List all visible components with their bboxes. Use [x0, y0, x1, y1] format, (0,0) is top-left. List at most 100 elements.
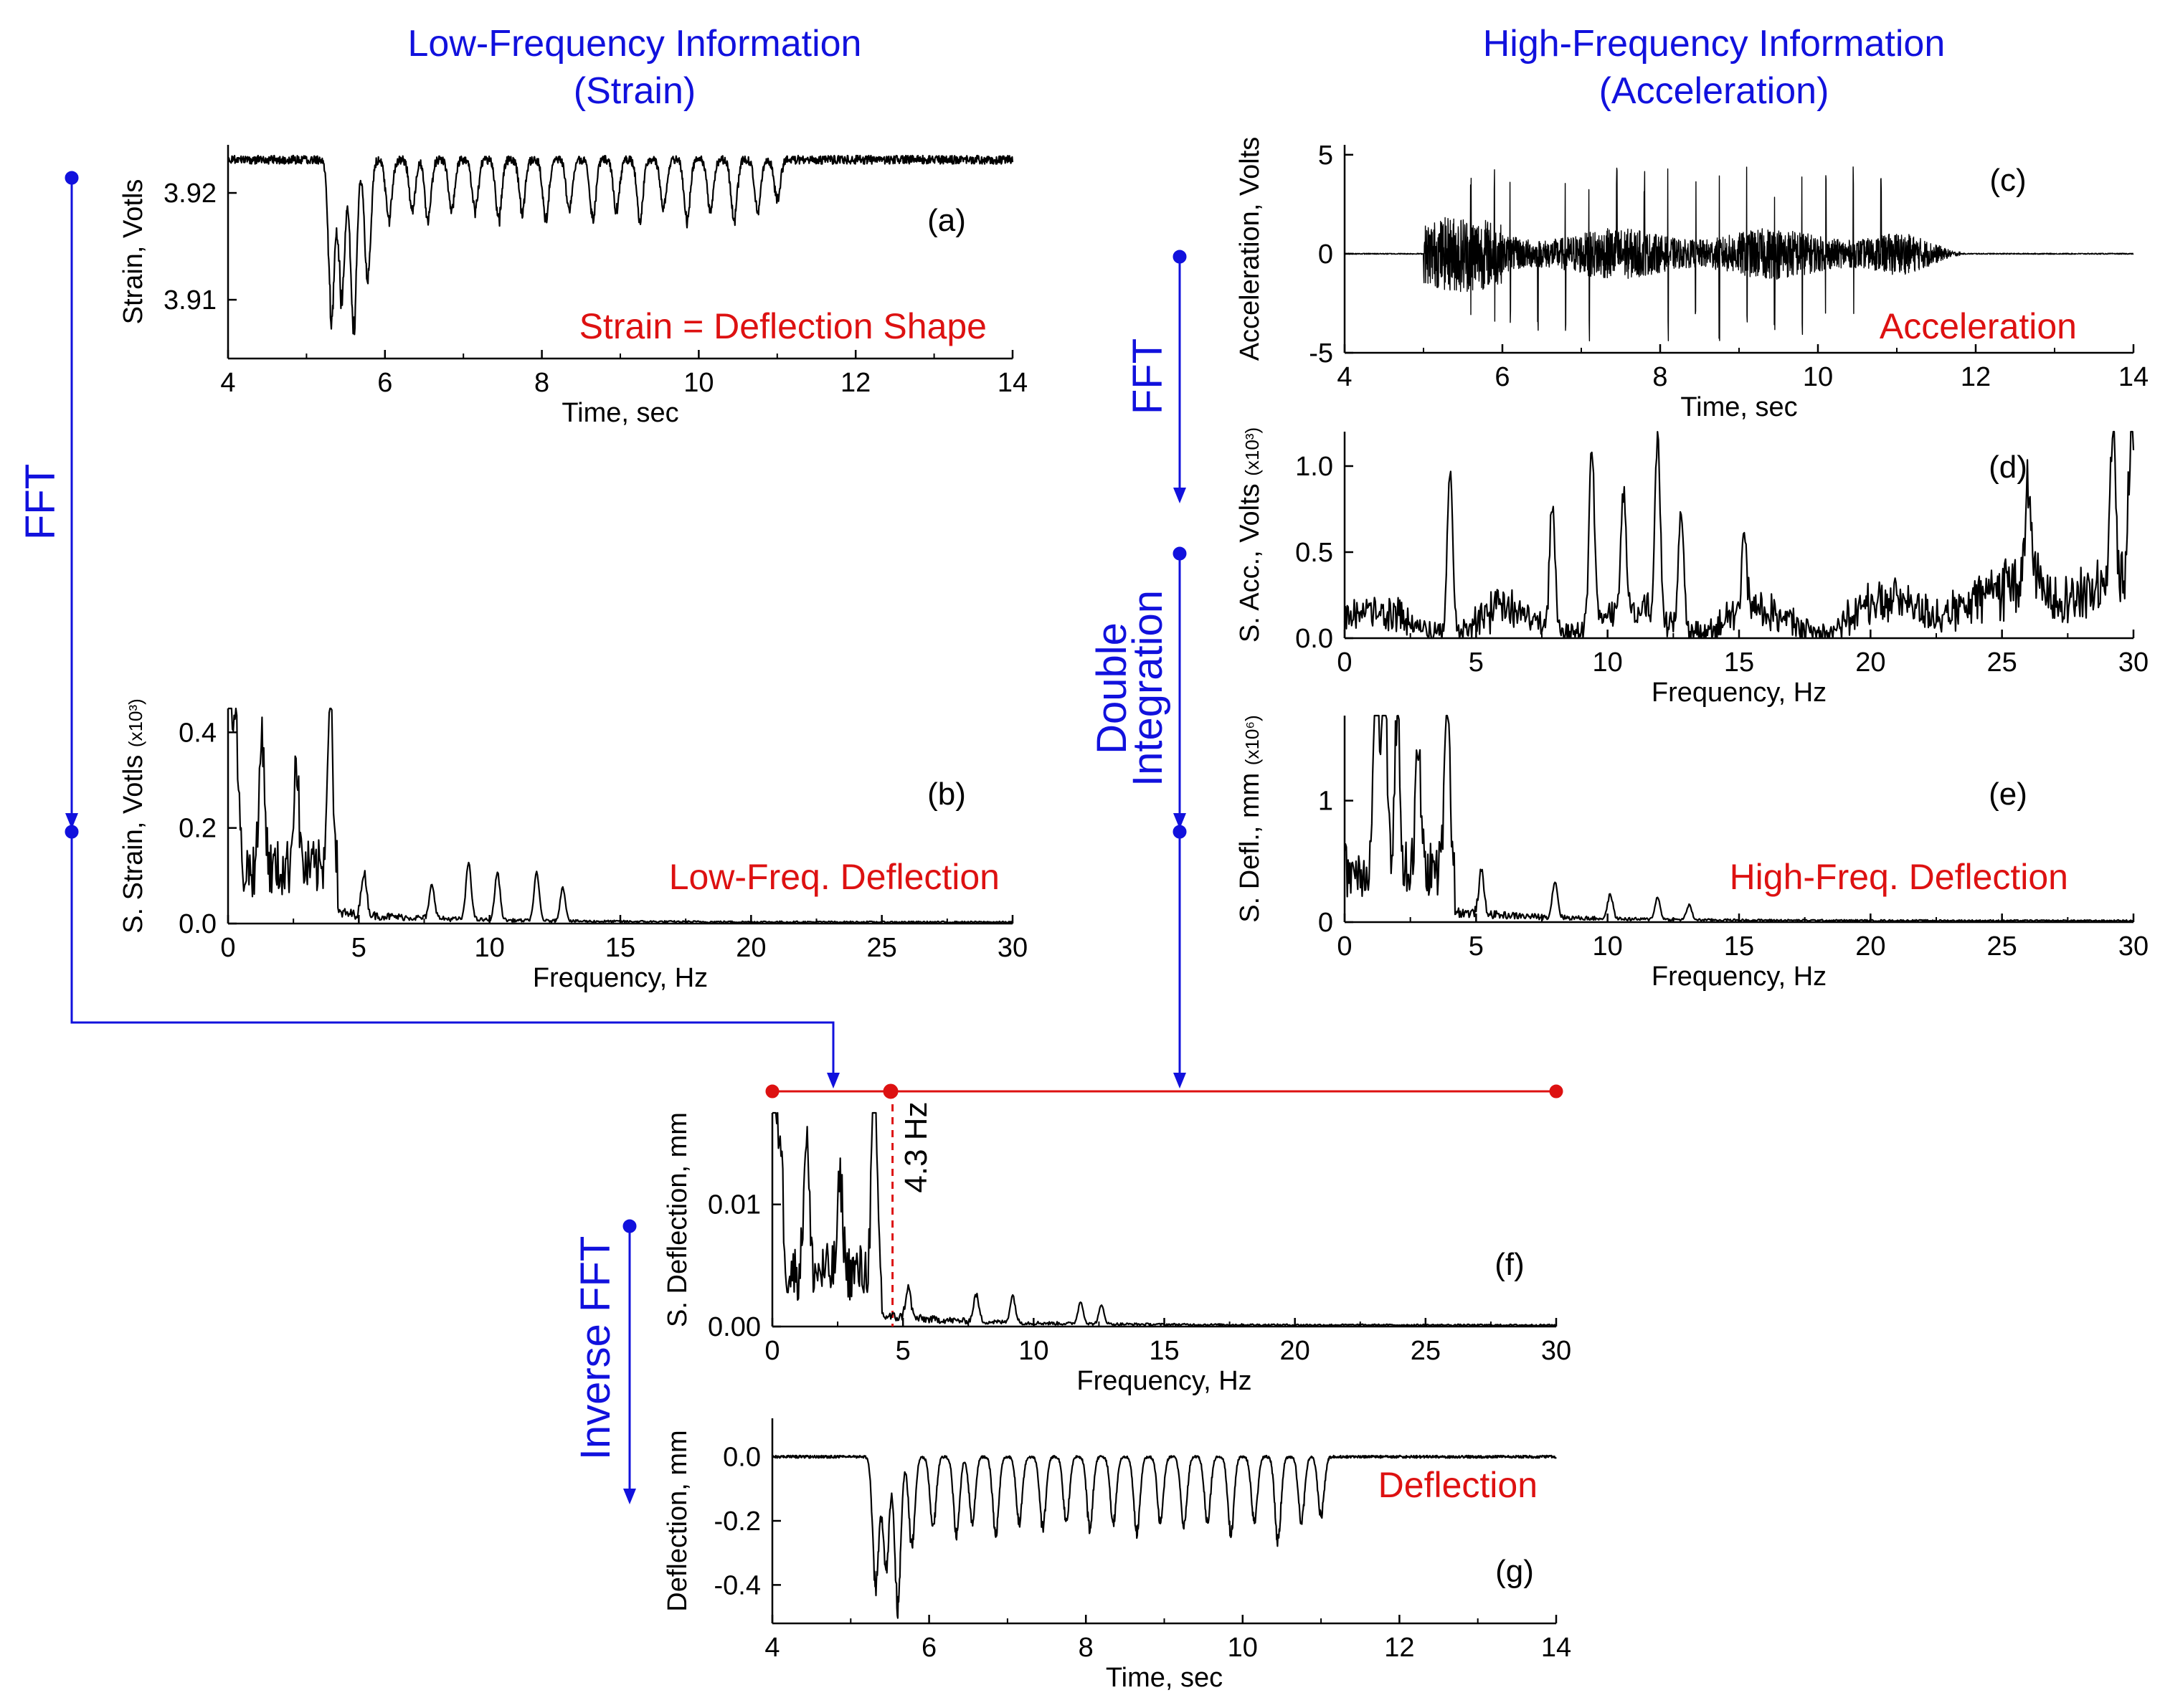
- x-tick-label: 5: [1469, 931, 1484, 962]
- x-tick-label: 12: [1384, 1633, 1414, 1663]
- x-tick-label: 6: [1495, 362, 1510, 392]
- x-tick-label: 4: [1337, 362, 1352, 392]
- fft-left-start-dot: [65, 171, 79, 185]
- panel-label-e: (e): [1989, 777, 2027, 812]
- panel-label-d: (d): [1989, 450, 2027, 485]
- x-axis-label: Frequency, Hz: [533, 963, 708, 993]
- x-tick-label: 5: [1469, 647, 1484, 678]
- y-tick-label: 0.0: [723, 1443, 761, 1473]
- y-tick-label: 0.0: [1295, 624, 1333, 654]
- inverse-fft-label: Inverse FFT: [572, 1236, 619, 1461]
- x-tick-label: 8: [1652, 362, 1667, 392]
- x-axis-label: Frequency, Hz: [1076, 1366, 1251, 1396]
- x-tick-label: 5: [896, 1336, 911, 1366]
- x-tick-label: 4: [764, 1633, 780, 1663]
- chart-b: 0 5 10 15 20 25 30 0.0 0.2 0.4 Frequency, Hz S. Str…: [118, 698, 1028, 993]
- x-tick-label: 30: [998, 933, 1028, 963]
- y-tick-label: 0.5: [1295, 538, 1333, 568]
- x-axis-label: Time, sec: [1106, 1663, 1223, 1693]
- x-axis-label: Frequency, Hz: [1652, 962, 1827, 992]
- chart-g: 4 6 8 10 12 14 -0.4 -0.2 0.0 Time, sec Deflection,…: [663, 1418, 1571, 1693]
- x-tick-label: 0: [1337, 931, 1352, 962]
- annotation-a: Strain = Deflection Shape: [579, 306, 987, 346]
- series-line-c: [1344, 166, 2134, 342]
- y-tick-label: 0.4: [179, 718, 217, 748]
- x-tick-label: 6: [922, 1633, 937, 1663]
- x-tick-label: 12: [1961, 362, 1991, 392]
- annotation-g: Deflection: [1378, 1465, 1538, 1505]
- y-axis-label: S. Deflection, mm: [663, 1112, 693, 1327]
- y-tick-label: 0.01: [708, 1190, 761, 1220]
- y-tick-label: -0.4: [714, 1570, 761, 1600]
- x-tick-label: 6: [377, 368, 392, 398]
- x-tick-label: 10: [1593, 647, 1623, 678]
- x-tick-label: 15: [605, 933, 635, 963]
- y-tick-label: 0.2: [179, 814, 217, 844]
- high-frequency-heading: High-Frequency Information: [1483, 23, 1946, 65]
- x-tick-label: 20: [1855, 931, 1885, 962]
- x-tick-label: 10: [1228, 1633, 1258, 1663]
- x-axis-label: Time, sec: [1680, 392, 1797, 422]
- chart-f: 0 5 10 15 20 25 30 0.00 0.01 Frequency, Hz S. Defl…: [663, 1091, 1571, 1396]
- panel-label-b: (b): [927, 777, 966, 812]
- x-tick-label: 10: [475, 933, 505, 963]
- y-tick-label: 0.0: [179, 909, 217, 939]
- series-line-a: [227, 154, 1014, 336]
- x-tick-label: 0: [220, 933, 235, 963]
- x-tick-label: 10: [683, 368, 714, 398]
- x-tick-label: 10: [1593, 931, 1623, 962]
- annotation-b: Low-Freq. Deflection: [669, 857, 1000, 897]
- chart-d: 0 5 10 15 20 25 30 0.0 0.5 1.0 Frequency, Hz S. Acc…: [1235, 427, 2149, 708]
- y-axis-label: S. Acc., Volts (x10³): [1235, 427, 1265, 642]
- x-tick-label: 25: [1987, 931, 2017, 962]
- inverse-fft-arrowhead: [623, 1489, 636, 1504]
- x-tick-label: 30: [2118, 931, 2149, 962]
- panel-label-c: (c): [1989, 163, 2026, 198]
- x-tick-label: 30: [1541, 1336, 1571, 1366]
- y-axis-label: Strain, Votls: [118, 179, 148, 325]
- high-to-combined-arrowhead: [1173, 1073, 1186, 1088]
- low-to-combined-connector: [70, 832, 835, 1076]
- y-tick-label: 3.91: [164, 285, 217, 315]
- integration-start-dot: [1173, 546, 1187, 561]
- y-axis-label: Deflection, mm: [663, 1430, 693, 1611]
- fft-right-start-dot: [1173, 250, 1187, 264]
- y-tick-label: 5: [1318, 141, 1333, 171]
- x-axis-label: Frequency, Hz: [1652, 678, 1827, 708]
- x-tick-label: 25: [1411, 1336, 1441, 1366]
- x-tick-label: 8: [1079, 1633, 1094, 1663]
- series-line-b: [228, 707, 1013, 924]
- low-frequency-heading: Low-Frequency Information: [408, 23, 862, 65]
- chart-e: 0 5 10 15 20 25 30 0 1 Frequency, Hz S. Defl., mm …: [1235, 714, 2149, 992]
- integration-arrowhead: [1173, 813, 1186, 829]
- inverse-fft-start-dot: [622, 1219, 637, 1233]
- y-axis-scale-suffix: (x10³): [1241, 427, 1263, 476]
- x-tick-label: 0: [764, 1336, 780, 1366]
- x-axis-label: Time, sec: [562, 398, 678, 428]
- series-line-f: [772, 1111, 1557, 1327]
- series-line-e: [1343, 714, 2134, 923]
- x-tick-label: 4: [220, 368, 235, 398]
- y-tick-label: 0: [1318, 239, 1333, 270]
- annotation-e: High-Freq. Deflection: [1730, 857, 2068, 897]
- fft-right-arrowhead: [1173, 488, 1186, 503]
- x-tick-label: 12: [840, 368, 871, 398]
- panel-label-g: (g): [1495, 1554, 1534, 1589]
- panel-label-f: (f): [1495, 1247, 1525, 1282]
- fft-left-label: FFT: [17, 464, 64, 540]
- y-tick-label: 0: [1318, 908, 1333, 938]
- y-axis-scale-suffix: (x10⁶): [1241, 715, 1263, 765]
- x-tick-label: 14: [998, 368, 1028, 398]
- y-tick-label: 0.00: [708, 1312, 761, 1342]
- x-tick-label: 25: [1987, 647, 2017, 678]
- x-tick-label: 5: [351, 933, 366, 963]
- x-tick-label: 30: [2118, 647, 2149, 678]
- y-axis-label: Acceleration, Volts: [1235, 137, 1265, 361]
- series-line-g: [771, 1454, 1557, 1619]
- cutoff-frequency-label: 4.3 Hz: [899, 1101, 934, 1192]
- split-bar-right-dot: [1549, 1084, 1563, 1099]
- x-tick-label: 20: [736, 933, 766, 963]
- chart-a: 4 6 8 10 12 14 3.91 3.92 Time, sec Strain, Votls (…: [118, 145, 1028, 428]
- frequency-split-bar: [765, 1083, 1563, 1099]
